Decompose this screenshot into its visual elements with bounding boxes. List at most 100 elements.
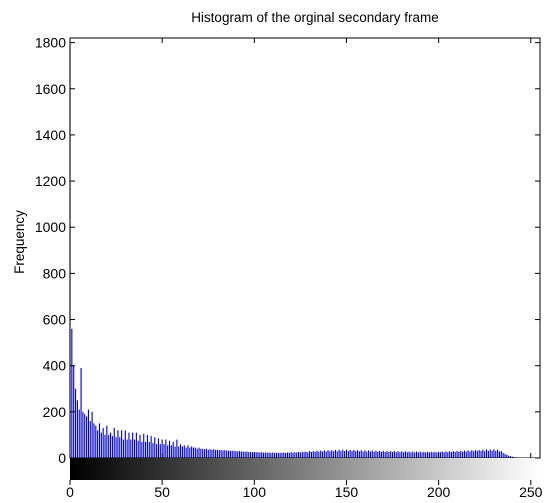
histogram-bar — [158, 438, 159, 458]
histogram-bar — [119, 437, 120, 458]
y-tick-label: 600 — [43, 312, 67, 328]
histogram-bar — [388, 452, 389, 458]
histogram-bar — [202, 449, 203, 458]
histogram-bar — [320, 451, 321, 458]
histogram-bar — [363, 452, 364, 458]
histogram-bar — [274, 453, 275, 458]
histogram-bar — [154, 437, 155, 458]
histogram-bar — [410, 452, 411, 458]
histogram-bar — [233, 451, 234, 458]
histogram-bar — [112, 436, 113, 458]
y-tick-label: 1200 — [35, 173, 66, 189]
histogram-bar — [490, 449, 491, 458]
histogram-bar — [420, 452, 421, 458]
histogram-bar — [436, 452, 437, 458]
histogram-bar — [283, 452, 284, 458]
histogram-bar — [304, 452, 305, 458]
grayscale-colorbar — [70, 458, 540, 480]
histogram-bar — [307, 452, 308, 458]
histogram-bar — [337, 451, 338, 458]
histogram-bar — [285, 453, 286, 458]
histogram-bar — [200, 449, 201, 458]
histogram-bar — [484, 451, 485, 458]
histogram-bar — [152, 443, 153, 458]
histogram-bar — [210, 449, 211, 458]
chart-title: Histogram of the orginal secondary frame — [191, 10, 439, 25]
histogram-bar — [377, 452, 378, 458]
histogram-bar — [381, 452, 382, 458]
x-tick-label: 100 — [243, 484, 267, 498]
histogram-bar — [335, 450, 336, 458]
histogram-bar — [458, 452, 459, 458]
histogram-bar — [289, 453, 290, 458]
histogram-bar — [79, 410, 80, 458]
histogram-bar — [176, 440, 177, 458]
histogram-bar — [475, 450, 476, 458]
histogram-bar — [82, 412, 83, 458]
histogram-bar — [315, 452, 316, 458]
histogram-bar — [342, 450, 343, 458]
histogram-bar — [104, 435, 105, 458]
histogram-bar — [477, 451, 478, 458]
histogram-bar — [499, 452, 500, 458]
histogram-bar — [398, 451, 399, 458]
histogram-bar — [84, 414, 85, 458]
histogram-bar — [189, 448, 190, 458]
histogram-bar — [457, 451, 458, 458]
histogram-bar — [243, 452, 244, 458]
histogram-bar — [309, 451, 310, 458]
histogram-bar — [292, 453, 293, 458]
histogram-bar — [261, 452, 262, 458]
histogram-bar — [372, 451, 373, 458]
histogram-bars — [69, 45, 522, 458]
histogram-bar — [239, 451, 240, 458]
histogram-bar — [473, 451, 474, 458]
histogram-bar — [425, 452, 426, 458]
histogram-bar — [235, 451, 236, 458]
histogram-bar — [374, 452, 375, 458]
histogram-bar — [357, 450, 358, 458]
histogram-bar — [269, 452, 270, 458]
histogram-bar — [208, 450, 209, 458]
histogram-bar — [198, 448, 199, 458]
histogram-bar — [326, 452, 327, 458]
y-tick-label: 1400 — [35, 127, 66, 143]
histogram-bar — [245, 452, 246, 458]
histogram-bar — [375, 451, 376, 458]
histogram-bar — [366, 452, 367, 458]
histogram-bar — [469, 452, 470, 458]
histogram-bar — [77, 400, 78, 458]
histogram-bar — [259, 452, 260, 458]
histogram-bar — [256, 452, 257, 458]
histogram-bar — [440, 452, 441, 458]
histogram-bar — [237, 451, 238, 458]
histogram-bar — [93, 423, 94, 458]
histogram-bar — [449, 451, 450, 458]
histogram-bar — [127, 440, 128, 458]
histogram-bar — [182, 446, 183, 458]
histogram-bar — [106, 426, 107, 458]
histogram-bar — [147, 435, 148, 458]
histogram-bar — [399, 452, 400, 458]
histogram-bar — [486, 449, 487, 458]
histogram-bar — [206, 449, 207, 458]
histogram-bar — [340, 451, 341, 458]
histogram-bar — [416, 452, 417, 458]
histogram-bar — [265, 452, 266, 458]
histogram-bar — [141, 442, 142, 458]
x-tick-label: 200 — [427, 484, 451, 498]
histogram-bar — [117, 430, 118, 458]
histogram-bar — [407, 452, 408, 458]
histogram-bar — [88, 410, 89, 458]
histogram-bar — [278, 453, 279, 458]
histogram-bar — [95, 426, 96, 458]
x-tick-label: 250 — [519, 484, 543, 498]
histogram-bar — [145, 442, 146, 458]
y-axis-label: Frequency — [12, 210, 27, 274]
histogram-bar — [213, 449, 214, 458]
histogram-bar — [409, 452, 410, 458]
histogram-bar — [248, 452, 249, 458]
histogram-bar — [348, 451, 349, 458]
